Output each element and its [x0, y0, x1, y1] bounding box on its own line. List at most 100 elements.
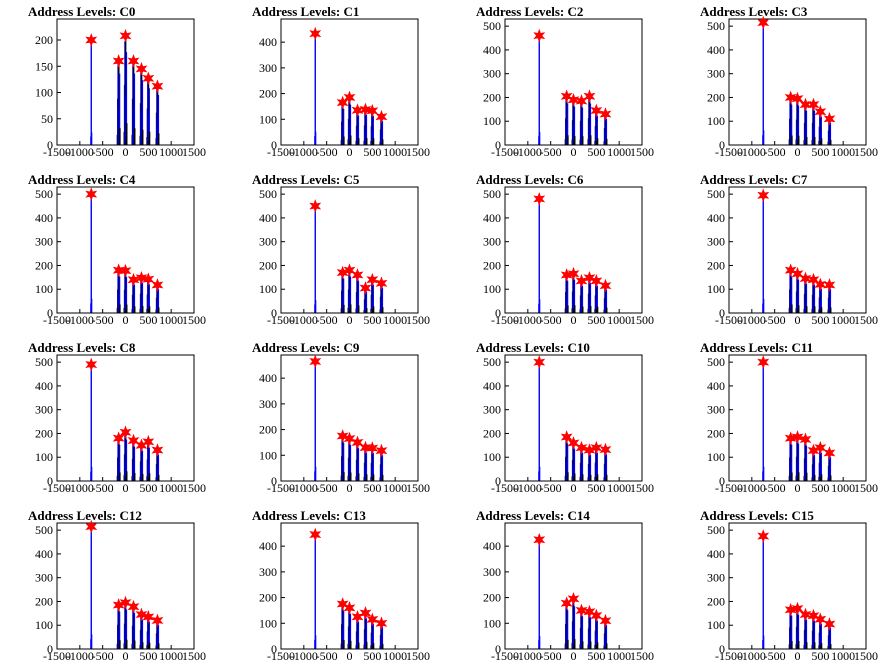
x-tick-label: 1000 — [607, 649, 631, 663]
x-tick-label: -1000 — [66, 649, 94, 663]
peak-marker — [567, 436, 580, 450]
peak-marker — [823, 617, 836, 631]
y-tick-label: 500 — [707, 355, 725, 369]
peak-marker — [375, 443, 388, 458]
peak-marker — [583, 270, 596, 285]
peak-marker — [807, 272, 820, 287]
y-tick-label: 200 — [483, 591, 501, 605]
peak-marker — [119, 28, 132, 43]
y-tick-label: 100 — [483, 616, 501, 630]
peak-marker — [784, 90, 797, 105]
peak-marker — [142, 272, 155, 287]
x-tick-label: 1500 — [630, 145, 654, 159]
x-tick-label: -1000 — [66, 313, 94, 327]
panel-title: Address Levels: C10 — [476, 340, 590, 355]
x-tick-label: -1000 — [514, 145, 542, 159]
y-tick-label: 0 — [47, 642, 53, 656]
y-tick-label: 500 — [259, 187, 277, 201]
panel-title: Address Levels: C3 — [700, 4, 808, 19]
y-tick-label: 100 — [483, 282, 501, 296]
peak-marker — [599, 278, 612, 293]
x-tick-label: -1500 — [715, 145, 743, 159]
y-tick-label: 400 — [707, 379, 725, 393]
x-tick-label: 500 — [587, 649, 605, 663]
y-tick-label: 0 — [495, 474, 501, 488]
peak-marker — [590, 103, 603, 118]
x-tick-label: 0 — [795, 313, 801, 327]
y-tick-label: 400 — [35, 547, 53, 561]
x-tick-label: -500 — [92, 313, 114, 327]
panel-title: Address Levels: C8 — [28, 340, 136, 355]
y-tick-label: 400 — [707, 43, 725, 57]
histogram-panel: Address Levels: C10-1500-1000-500 0 500 100… — [476, 340, 654, 495]
x-tick-label: -500 — [540, 649, 562, 663]
x-tick-label: -500 — [92, 649, 114, 663]
peak-marker — [590, 608, 603, 623]
x-tick-label: -1000 — [514, 649, 542, 663]
x-tick-label: 500 — [139, 481, 157, 495]
y-tick-label: 300 — [483, 67, 501, 81]
panel-title: Address Levels: C2 — [476, 4, 583, 19]
peak-marker — [366, 103, 379, 118]
histogram-panel: Address Levels: C13-1500-1000-500 0 500 100… — [252, 508, 430, 663]
x-tick-label: 1500 — [854, 313, 878, 327]
peak-marker — [112, 431, 125, 446]
peak-marker — [823, 278, 836, 292]
y-tick-label: 100 — [259, 448, 277, 462]
peak-marker — [151, 613, 164, 628]
panel-title: Address Levels: C14 — [476, 508, 590, 523]
y-tick-label: 400 — [35, 379, 53, 393]
x-tick-label: -500 — [316, 313, 338, 327]
x-tick-label: -1500 — [715, 313, 743, 327]
x-tick-label: 0 — [347, 313, 353, 327]
y-tick-label: 400 — [707, 211, 725, 225]
peak-marker — [127, 433, 140, 448]
peak-marker — [142, 434, 155, 449]
y-tick-label: 0 — [719, 642, 725, 656]
peak-marker — [366, 272, 379, 287]
x-tick-label: 500 — [363, 313, 381, 327]
y-tick-label: 200 — [259, 258, 277, 272]
x-tick-label: -1000 — [290, 481, 318, 495]
histogram-panel: Address Levels: C9-1500-1000-500 0 500 1000… — [252, 340, 430, 495]
x-tick-label: 1000 — [383, 481, 407, 495]
y-tick-label: 100 — [259, 112, 277, 126]
x-tick-label: 0 — [347, 481, 353, 495]
panel-title: Address Levels: C7 — [700, 172, 808, 187]
y-tick-label: 0 — [271, 138, 277, 152]
x-tick-label: 0 — [795, 649, 801, 663]
x-tick-label: -1500 — [43, 649, 71, 663]
y-tick-label: 200 — [483, 90, 501, 104]
x-tick-label: 0 — [795, 481, 801, 495]
peak-marker — [533, 532, 546, 547]
x-tick-label: 1500 — [406, 481, 430, 495]
y-tick-label: 500 — [707, 523, 725, 537]
panel-title: Address Levels: C11 — [700, 340, 813, 355]
peak-marker — [599, 442, 612, 457]
y-tick-label: 300 — [483, 565, 501, 579]
peak-marker — [823, 111, 836, 126]
x-tick-label: -1500 — [43, 145, 71, 159]
peak-marker — [336, 597, 349, 611]
x-tick-label: -500 — [540, 481, 562, 495]
x-tick-label: 500 — [363, 481, 381, 495]
y-tick-label: 100 — [707, 282, 725, 296]
x-tick-label: 1500 — [630, 481, 654, 495]
x-tick-label: -1500 — [43, 481, 71, 495]
peak-marker — [359, 440, 372, 455]
peak-marker — [575, 440, 588, 455]
x-tick-label: -500 — [316, 145, 338, 159]
y-tick-label: 50 — [41, 112, 53, 126]
x-tick-label: 1000 — [831, 481, 855, 495]
x-tick-label: -1000 — [290, 649, 318, 663]
x-tick-label: 500 — [139, 649, 157, 663]
x-tick-label: -1500 — [715, 649, 743, 663]
x-tick-label: -1500 — [267, 481, 295, 495]
x-tick-label: -1000 — [738, 649, 766, 663]
x-tick-label: -1500 — [267, 145, 295, 159]
peak-marker — [590, 440, 603, 455]
histogram-panel: Address Levels: C8-1500-1000-500 0 500 1000… — [28, 340, 206, 495]
peak-marker — [590, 274, 603, 288]
peak-marker — [784, 263, 797, 278]
y-tick-label: 500 — [483, 187, 501, 201]
